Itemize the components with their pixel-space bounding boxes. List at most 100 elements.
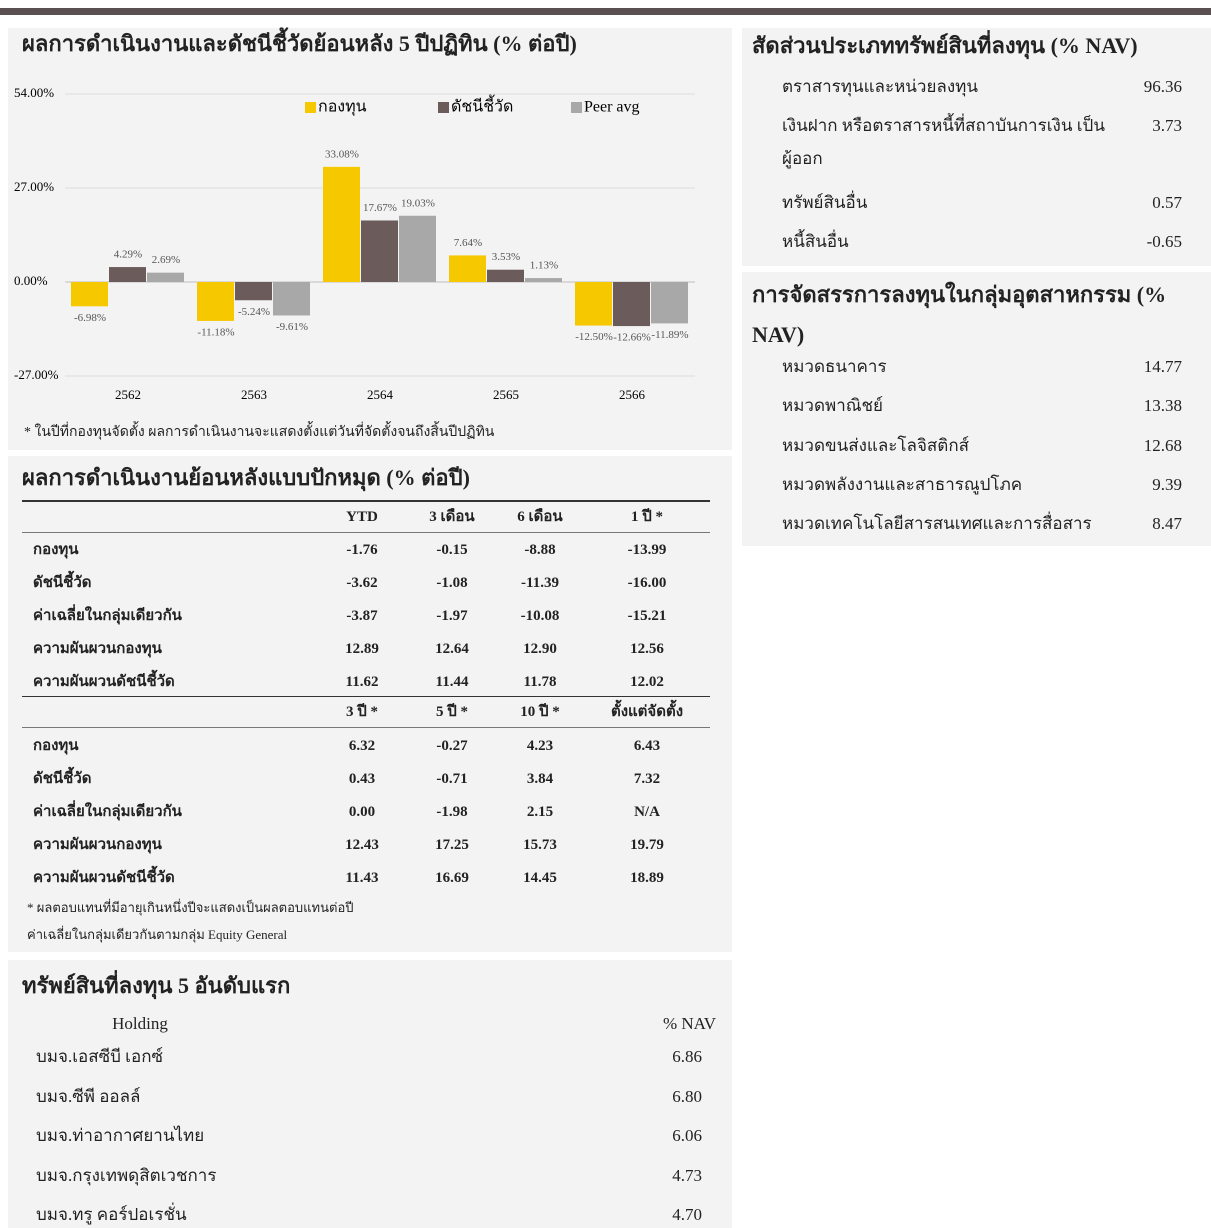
asset-value: 0.57 — [1152, 193, 1182, 212]
asset-value: 96.36 — [1143, 77, 1182, 96]
column-header: ตั้งแต่จัดตั้ง — [610, 704, 684, 720]
asset-label: เงินฝาก หรือตราสารหนี้ที่สถาบันการเงิน เ… — [782, 116, 1105, 168]
value-label: -12.66% — [613, 332, 651, 344]
value-label: 1.13% — [530, 260, 558, 272]
bar — [575, 282, 612, 326]
column-header: 6 เดือน — [517, 509, 563, 525]
table-rule — [22, 696, 710, 697]
column-header: % NAV — [662, 1014, 716, 1033]
cell: -3.87 — [346, 608, 378, 624]
cell: -1.97 — [436, 608, 468, 624]
holding-name: บมจ.ซีพี ออลล์ — [36, 1086, 141, 1106]
industry-label: หมวดพลังงานและสาธารณูปโภค — [782, 474, 1023, 494]
row-label: ดัชนีชี้วัด — [33, 771, 92, 787]
bar — [147, 272, 184, 282]
section-title: การจัดสรรการลงทุนในกลุ่มอุตสาหกรรม (% NA… — [752, 282, 1167, 347]
cell: -1.76 — [346, 542, 378, 558]
bar — [525, 278, 562, 282]
legend-swatch — [571, 102, 582, 113]
table-rule — [22, 532, 710, 533]
bar — [651, 282, 688, 324]
industry-value: 13.38 — [1143, 396, 1182, 416]
cell: 12.89 — [345, 641, 379, 657]
industry-value: 9.39 — [1152, 474, 1182, 494]
x-tick-label: 2562 — [115, 387, 141, 402]
industry-value: 8.47 — [1152, 514, 1182, 534]
column-header: Holding — [112, 1014, 168, 1033]
holding-value: 6.86 — [672, 1047, 702, 1066]
y-tick-label: 0.00% — [14, 273, 48, 288]
value-label: 7.64% — [454, 237, 482, 249]
legend-label: กองทุน — [318, 99, 367, 117]
industry-label: หมวดธนาคาร — [782, 357, 887, 376]
bar — [399, 215, 436, 282]
bar — [361, 220, 398, 282]
cell: 18.89 — [630, 870, 664, 886]
chart: ผลการดำเนินงานและดัชนีชี้วัดย้อนหลัง 5 ป… — [14, 27, 695, 440]
column-header: YTD — [346, 509, 378, 525]
asset-label: ตราสารทุนและหน่วยลงทุน — [782, 77, 978, 96]
cell: 2.15 — [526, 804, 554, 820]
value-label: -5.24% — [238, 306, 270, 318]
cell: -0.15 — [436, 542, 468, 558]
column-header: 10 ปี * — [520, 704, 560, 720]
bar — [449, 255, 486, 282]
legend-label: Peer avg — [584, 99, 640, 116]
cell: N/A — [634, 804, 660, 820]
industry-label: หมวดขนส่งและโลจิสติกส์ — [782, 435, 970, 455]
row-label: ความผันผวนกองทุน — [33, 641, 162, 657]
cell: 12.90 — [523, 641, 557, 657]
cell: 14.45 — [523, 870, 557, 886]
value-label: 17.67% — [363, 202, 397, 214]
holding-value: 6.06 — [672, 1126, 702, 1145]
value-label: -11.89% — [651, 329, 688, 341]
table-rule — [22, 727, 710, 728]
row-label: ค่าเฉลี่ยในกลุ่มเดียวกัน — [33, 608, 182, 624]
value-label: -9.61% — [276, 321, 308, 333]
cell: 19.79 — [630, 837, 664, 853]
x-tick-label: 2566 — [619, 387, 646, 402]
industry-value: 12.68 — [1143, 435, 1182, 455]
legend-swatch — [305, 102, 316, 113]
section-title: ทรัพย์สินที่ลงทุน 5 อันดับแรก — [22, 973, 291, 998]
cell: 6.43 — [633, 738, 661, 754]
cell: 11.62 — [345, 674, 379, 690]
cell: -16.00 — [627, 575, 667, 591]
cell: -11.39 — [521, 575, 559, 591]
row-label: ความผันผวนดัชนีชี้วัด — [33, 870, 175, 886]
industry-label: หมวดพาณิชย์ — [782, 396, 884, 416]
value-label: 2.69% — [152, 254, 180, 266]
holdings-panel — [8, 960, 732, 1228]
legend-label: ดัชนีชี้วัด — [451, 95, 513, 116]
value-label: -11.18% — [197, 326, 234, 338]
footnote: ค่าเฉลี่ยในกลุ่มเดียวกันตามกลุ่ม Equity … — [27, 927, 288, 942]
value-label: 4.29% — [114, 249, 142, 261]
cell: 12.64 — [435, 641, 469, 657]
cell: -1.08 — [436, 575, 468, 591]
asset-value: 3.73 — [1152, 116, 1182, 135]
cell: -0.71 — [436, 771, 468, 787]
value-label: 19.03% — [401, 197, 435, 209]
x-tick-label: 2565 — [493, 387, 519, 402]
table-rule — [22, 500, 710, 502]
x-tick-label: 2564 — [367, 387, 394, 402]
row-label: ค่าเฉลี่ยในกลุ่มเดียวกัน — [33, 804, 182, 820]
x-tick-label: 2563 — [241, 387, 267, 402]
bar — [613, 282, 650, 327]
holding-name: บมจ.กรุงเทพดุสิตเวชการ — [36, 1165, 217, 1185]
industry-panel — [742, 272, 1211, 546]
holding-value: 6.80 — [672, 1086, 702, 1106]
bar — [235, 282, 272, 301]
cell: 7.32 — [633, 771, 661, 787]
bar — [323, 166, 360, 282]
cell: -0.27 — [436, 738, 468, 754]
industry-label: หมวดเทคโนโลยีสารสนเทศและการสื่อสาร — [782, 514, 1092, 534]
footnote: * ผลตอบแทนที่มีอายุเกินหนึ่งปีจะแสดงเป็น… — [27, 900, 354, 915]
row-label: ดัชนีชี้วัด — [33, 575, 92, 591]
value-label: 33.08% — [325, 148, 359, 160]
holding-name: บมจ.ท่าอากาศยานไทย — [36, 1126, 205, 1145]
cell: -13.99 — [627, 542, 667, 558]
cell: 0.43 — [348, 771, 376, 787]
cell: -15.21 — [627, 608, 667, 624]
cell: 15.73 — [523, 837, 557, 853]
